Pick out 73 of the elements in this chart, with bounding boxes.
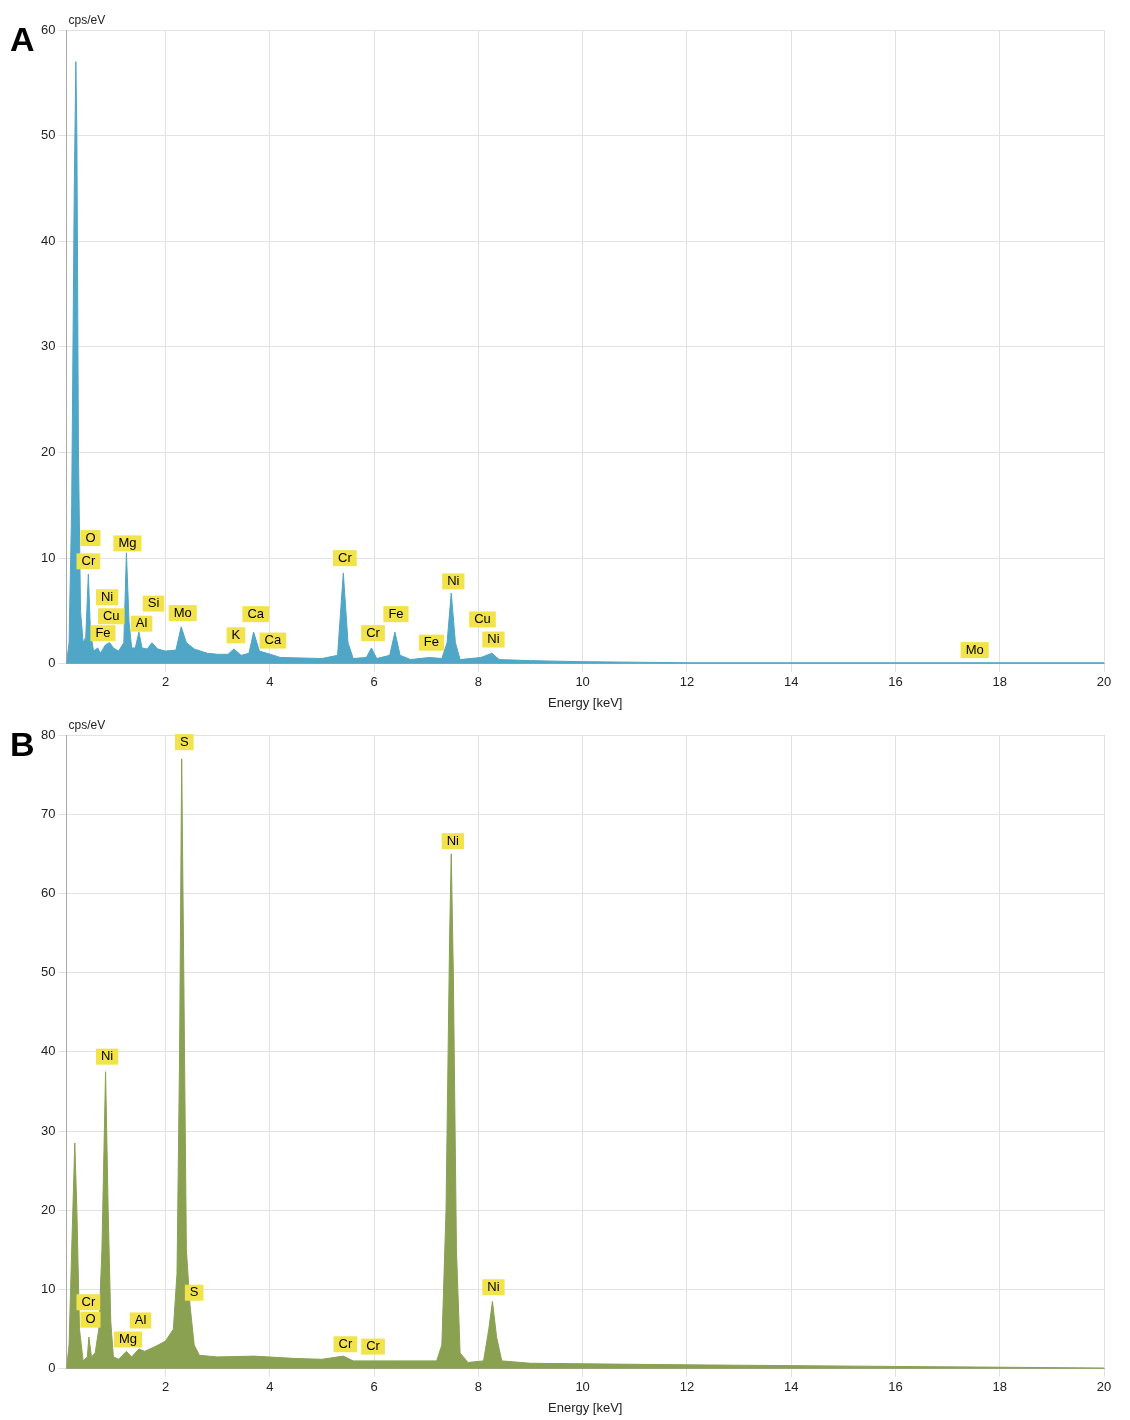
annotation: Cr: [338, 549, 353, 565]
annotation: Ni: [100, 1048, 114, 1064]
y-tick-label: 20: [40, 1201, 56, 1217]
y-tick-label: 70: [40, 805, 56, 821]
annotation: Ni: [447, 572, 460, 588]
annotation: K: [231, 626, 241, 642]
x-tick-label: 20: [1096, 674, 1112, 690]
annotation: S: [179, 733, 189, 749]
x-tick-label: 4: [266, 1379, 274, 1395]
x-tick-label: 16: [888, 674, 903, 690]
y-tick-label: 40: [40, 232, 56, 248]
y-tick-label: 10: [40, 549, 56, 565]
x-axis-title: Energy [keV]: [548, 694, 623, 710]
annotation: Al: [134, 1312, 147, 1328]
y-tick-label: 10: [40, 1281, 56, 1297]
chart-title: B: [10, 725, 35, 764]
x-tick-label: 20: [1096, 1379, 1112, 1395]
annotation: Cr: [81, 552, 96, 568]
x-tick-label: 12: [679, 1379, 695, 1395]
y-axis-title: cps/eV: [68, 13, 106, 28]
x-axis-title: Energy [keV]: [548, 1399, 623, 1415]
x-tick-label: 18: [992, 674, 1007, 690]
y-tick-label: 40: [40, 1043, 56, 1059]
x-tick-label: 8: [474, 1379, 482, 1395]
annotation: Cu: [102, 607, 120, 623]
annotation: Ni: [487, 631, 500, 647]
annotation: O: [85, 1311, 96, 1327]
annotation: Ca: [247, 605, 265, 621]
annotation: Cr: [366, 1338, 381, 1354]
annotation: Cr: [366, 624, 381, 640]
y-tick-label: 60: [40, 885, 56, 901]
x-tick-label: 6: [370, 1379, 378, 1395]
annotation: Mo: [965, 641, 984, 657]
annotation: Al: [135, 615, 148, 631]
annotation: Fe: [423, 634, 440, 650]
annotation: Si: [147, 595, 160, 611]
chart-title: A: [10, 20, 35, 59]
annotation: Cr: [81, 1293, 96, 1309]
y-tick-label: 60: [40, 21, 56, 37]
x-tick-label: 12: [679, 674, 695, 690]
annotation: Ni: [487, 1278, 500, 1294]
x-tick-label: 16: [888, 1379, 903, 1395]
annotation: Mg: [118, 1331, 138, 1347]
x-tick-label: 8: [474, 674, 482, 690]
y-tick-label: 50: [40, 127, 56, 143]
y-tick-label: 30: [40, 1122, 56, 1138]
annotation: Ca: [264, 632, 282, 648]
annotation: Fe: [95, 624, 111, 640]
annotation: Mg: [118, 534, 137, 550]
annotation: S: [189, 1284, 199, 1300]
annotation: Cr: [338, 1335, 353, 1351]
y-tick-label: 0: [48, 1360, 56, 1376]
y-tick-label: 20: [40, 444, 56, 460]
x-tick-label: 14: [783, 674, 799, 690]
x-tick-label: 4: [266, 674, 274, 690]
annotation: O: [85, 529, 96, 545]
annotation: Fe: [388, 605, 404, 621]
x-tick-label: 14: [783, 1379, 799, 1395]
x-tick-label: 10: [575, 674, 590, 690]
annotation: Mo: [173, 604, 192, 620]
y-tick-label: 50: [40, 964, 56, 980]
x-tick-label: 2: [161, 674, 170, 690]
x-tick-label: 2: [161, 1379, 170, 1395]
annotation: Ni: [446, 832, 460, 848]
y-axis-title: cps/eV: [68, 718, 106, 733]
y-tick-label: 0: [48, 655, 56, 671]
annotation: Ni: [100, 588, 114, 604]
x-tick-label: 6: [370, 674, 378, 690]
annotation: Cu: [474, 611, 491, 627]
x-tick-label: 18: [992, 1379, 1007, 1395]
y-tick-label: 80: [40, 726, 56, 742]
y-tick-label: 30: [40, 338, 56, 354]
x-tick-label: 10: [575, 1379, 590, 1395]
